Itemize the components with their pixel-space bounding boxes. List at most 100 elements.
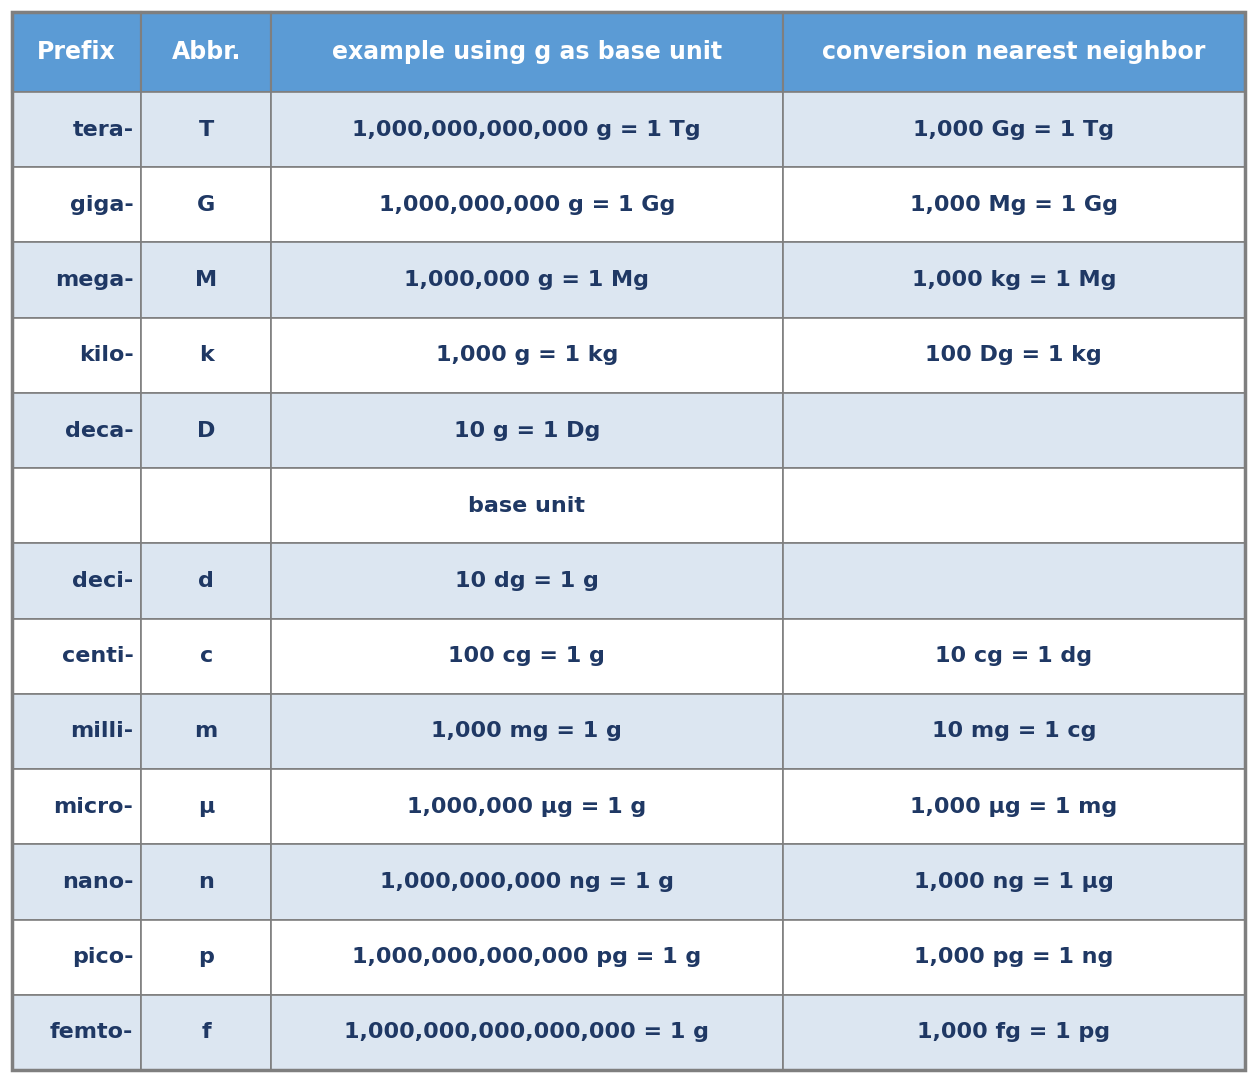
- Bar: [142, 994, 272, 1070]
- Text: μ: μ: [199, 796, 215, 817]
- Bar: [142, 543, 272, 619]
- Bar: [142, 12, 272, 92]
- Text: 1,000 kg = 1 Mg: 1,000 kg = 1 Mg: [911, 270, 1116, 290]
- Bar: [783, 12, 1244, 92]
- Bar: [783, 168, 1244, 242]
- Text: micro-: micro-: [54, 796, 133, 817]
- Bar: [13, 318, 142, 393]
- Bar: [272, 12, 783, 92]
- Bar: [13, 920, 142, 994]
- Bar: [13, 393, 142, 469]
- Bar: [13, 242, 142, 318]
- Bar: [272, 920, 783, 994]
- Bar: [13, 844, 142, 920]
- Text: 1,000,000,000 ng = 1 g: 1,000,000,000 ng = 1 g: [380, 872, 674, 892]
- Text: tera-: tera-: [73, 120, 133, 140]
- Text: k: k: [199, 345, 214, 366]
- Bar: [783, 920, 1244, 994]
- Bar: [142, 769, 272, 844]
- Text: nano-: nano-: [62, 872, 133, 892]
- Bar: [272, 844, 783, 920]
- Text: giga-: giga-: [69, 195, 133, 215]
- Text: example using g as base unit: example using g as base unit: [332, 40, 722, 64]
- Bar: [272, 543, 783, 619]
- Text: 100 cg = 1 g: 100 cg = 1 g: [449, 646, 605, 667]
- Bar: [142, 168, 272, 242]
- Text: kilo-: kilo-: [79, 345, 133, 366]
- Text: T: T: [199, 120, 214, 140]
- Text: M: M: [195, 270, 217, 290]
- Text: 1,000 pg = 1 ng: 1,000 pg = 1 ng: [914, 947, 1114, 967]
- Bar: [272, 318, 783, 393]
- Bar: [13, 469, 142, 543]
- Text: deci-: deci-: [72, 571, 133, 591]
- Bar: [272, 168, 783, 242]
- Text: 1,000 μg = 1 mg: 1,000 μg = 1 mg: [910, 796, 1117, 817]
- Bar: [13, 769, 142, 844]
- Text: D: D: [197, 421, 215, 440]
- Text: 1,000 Gg = 1 Tg: 1,000 Gg = 1 Tg: [914, 120, 1115, 140]
- Bar: [783, 469, 1244, 543]
- Bar: [13, 694, 142, 769]
- Bar: [142, 920, 272, 994]
- Text: deca-: deca-: [65, 421, 133, 440]
- Text: mega-: mega-: [55, 270, 133, 290]
- Text: m: m: [195, 722, 217, 741]
- Text: c: c: [200, 646, 212, 667]
- Bar: [272, 242, 783, 318]
- Bar: [142, 92, 272, 168]
- Bar: [272, 469, 783, 543]
- Bar: [13, 168, 142, 242]
- Text: Prefix: Prefix: [38, 40, 116, 64]
- Text: 1,000,000 μg = 1 g: 1,000,000 μg = 1 g: [407, 796, 646, 817]
- Bar: [783, 694, 1244, 769]
- Bar: [272, 393, 783, 469]
- Bar: [13, 12, 142, 92]
- Bar: [783, 769, 1244, 844]
- Bar: [783, 318, 1244, 393]
- Bar: [13, 994, 142, 1070]
- Text: 10 dg = 1 g: 10 dg = 1 g: [455, 571, 598, 591]
- Text: centi-: centi-: [62, 646, 133, 667]
- Text: G: G: [197, 195, 215, 215]
- Bar: [783, 393, 1244, 469]
- Bar: [142, 694, 272, 769]
- Bar: [783, 844, 1244, 920]
- Text: 1,000,000,000,000 g = 1 Tg: 1,000,000,000,000 g = 1 Tg: [352, 120, 701, 140]
- Bar: [142, 393, 272, 469]
- Text: n: n: [199, 872, 214, 892]
- Bar: [272, 92, 783, 168]
- Bar: [272, 619, 783, 694]
- Text: 10 cg = 1 dg: 10 cg = 1 dg: [935, 646, 1092, 667]
- Bar: [783, 242, 1244, 318]
- Text: 1,000,000 g = 1 Mg: 1,000,000 g = 1 Mg: [405, 270, 650, 290]
- Text: 10 g = 1 Dg: 10 g = 1 Dg: [454, 421, 600, 440]
- Bar: [142, 619, 272, 694]
- Text: conversion nearest neighbor: conversion nearest neighbor: [822, 40, 1205, 64]
- Bar: [13, 543, 142, 619]
- Text: pico-: pico-: [72, 947, 133, 967]
- Bar: [13, 619, 142, 694]
- Bar: [142, 318, 272, 393]
- Bar: [272, 694, 783, 769]
- Text: 1,000 Mg = 1 Gg: 1,000 Mg = 1 Gg: [910, 195, 1117, 215]
- Bar: [272, 769, 783, 844]
- Bar: [783, 92, 1244, 168]
- Text: 1,000 g = 1 kg: 1,000 g = 1 kg: [436, 345, 618, 366]
- Text: milli-: milli-: [70, 722, 133, 741]
- Bar: [142, 242, 272, 318]
- Text: 1,000,000,000 g = 1 Gg: 1,000,000,000 g = 1 Gg: [378, 195, 675, 215]
- Text: 10 mg = 1 cg: 10 mg = 1 cg: [931, 722, 1096, 741]
- Text: p: p: [199, 947, 214, 967]
- Bar: [142, 469, 272, 543]
- Text: femto-: femto-: [50, 1022, 133, 1042]
- Text: 1,000,000,000,000,000 = 1 g: 1,000,000,000,000,000 = 1 g: [344, 1022, 709, 1042]
- Text: Abbr.: Abbr.: [171, 40, 241, 64]
- Text: f: f: [201, 1022, 211, 1042]
- Bar: [142, 844, 272, 920]
- Bar: [13, 92, 142, 168]
- Text: d: d: [199, 571, 214, 591]
- Bar: [783, 619, 1244, 694]
- Bar: [783, 994, 1244, 1070]
- Text: base unit: base unit: [469, 496, 586, 516]
